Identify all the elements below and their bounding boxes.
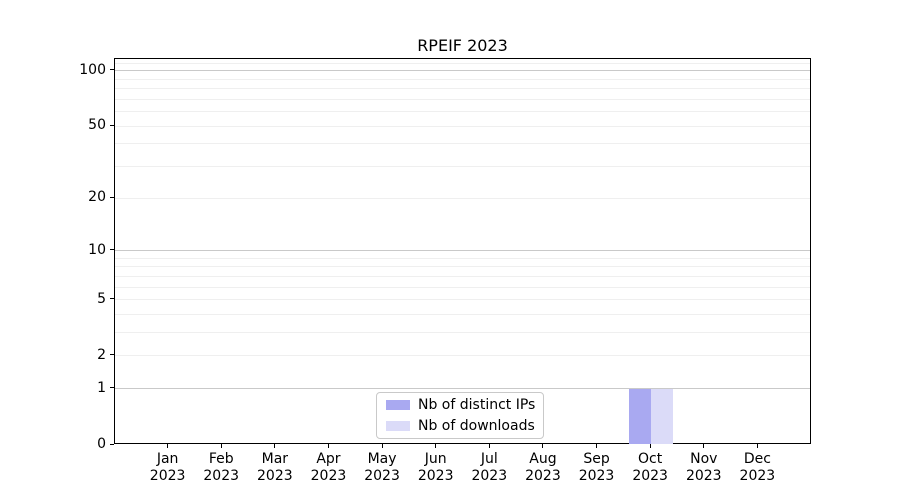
x-tick-year: 2023 [632, 468, 668, 484]
y-tick-label: 0 [97, 436, 106, 452]
y-tick-mark [110, 249, 114, 251]
x-tick-label: Nov 2023 [672, 451, 736, 485]
y-tick-mark [110, 298, 114, 300]
plot-area [114, 58, 811, 444]
x-tick-year: 2023 [685, 468, 722, 484]
x-tick-mark [327, 444, 329, 448]
x-tick-mark [220, 444, 222, 448]
x-tick-label: Jul 2023 [457, 451, 521, 485]
x-tick-label: Mar 2023 [243, 451, 307, 485]
x-tick-label: Jun 2023 [404, 451, 468, 485]
x-tick-mark [167, 444, 169, 448]
major-gridline [115, 70, 810, 72]
x-tick-mark [703, 444, 705, 448]
minor-gridline [115, 286, 810, 288]
minor-gridline [115, 257, 810, 259]
x-tick-month: Oct [638, 451, 663, 467]
x-tick-year: 2023 [578, 468, 615, 484]
x-tick-month: Jan [156, 451, 179, 467]
x-tick-month: Nov [690, 451, 718, 467]
x-tick-year: 2023 [471, 468, 508, 484]
x-tick-mark [649, 444, 651, 448]
y-tick-label: 1 [97, 379, 106, 396]
y-tick-mark [110, 387, 114, 389]
x-tick-mark [756, 444, 758, 448]
x-tick-month: Feb [208, 451, 234, 467]
minor-gridline [115, 197, 810, 199]
x-tick-year: 2023 [525, 468, 561, 484]
minor-gridline [115, 125, 810, 127]
x-tick-year: 2023 [310, 468, 347, 484]
y-tick-mark [110, 124, 114, 126]
x-tick-year: 2023 [257, 468, 293, 484]
x-tick-label: Jan 2023 [136, 451, 200, 485]
x-tick-label: Feb 2023 [189, 451, 253, 485]
y-tick-label: 2 [97, 346, 106, 363]
minor-gridline [115, 355, 810, 357]
minor-gridline [115, 111, 810, 113]
legend-label: Nb of distinct IPs [418, 397, 536, 413]
major-gridline [115, 388, 810, 390]
x-tick-label: Oct 2023 [618, 451, 682, 485]
x-tick-label: May 2023 [350, 451, 414, 485]
y-tick-label: 20 [88, 189, 106, 206]
minor-gridline [115, 88, 810, 90]
x-tick-year: 2023 [364, 468, 400, 484]
x-tick-mark [435, 444, 437, 448]
legend-swatch-icon [386, 400, 410, 410]
minor-gridline [115, 275, 810, 277]
legend-swatch-icon [386, 421, 410, 431]
x-tick-month: Jul [480, 451, 498, 467]
y-tick-label: 100 [79, 61, 106, 78]
y-tick-mark [110, 69, 114, 71]
x-tick-month: May [367, 451, 397, 467]
x-tick-year: 2023 [203, 468, 240, 484]
minor-gridline [115, 143, 810, 145]
x-tick-month: Aug [529, 451, 557, 467]
legend-row: Nb of distinct IPs [386, 396, 543, 414]
minor-gridline [115, 299, 810, 301]
minor-gridline [115, 62, 810, 64]
x-tick-month: Apr [316, 451, 341, 467]
minor-gridline [115, 166, 810, 168]
y-tick-mark [110, 354, 114, 356]
minor-gridline [115, 78, 810, 80]
major-gridline [115, 250, 810, 252]
x-tick-mark [596, 444, 598, 448]
legend-label: Nb of downloads [418, 418, 535, 434]
legend-row: Nb of downloads [386, 417, 543, 435]
y-tick-mark [110, 443, 114, 445]
y-tick-label: 5 [97, 290, 106, 307]
x-tick-year: 2023 [739, 468, 776, 484]
y-tick-label: 10 [88, 241, 106, 258]
minor-gridline [115, 266, 810, 268]
x-tick-mark [381, 444, 383, 448]
minor-gridline [115, 314, 810, 316]
bar-nb-of-distinct-ips [629, 388, 652, 444]
bar-nb-of-downloads [651, 388, 674, 444]
chart-title: RPEIF 2023 [417, 36, 508, 55]
x-tick-mark [274, 444, 276, 448]
y-tick-label: 50 [88, 117, 106, 134]
x-tick-mark [488, 444, 490, 448]
y-tick-mark [110, 196, 114, 198]
x-tick-month: Sep [583, 451, 610, 467]
legend: Nb of distinct IPs Nb of downloads [376, 392, 544, 439]
x-tick-label: Apr 2023 [296, 451, 360, 485]
x-tick-label: Sep 2023 [565, 451, 629, 485]
minor-gridline [115, 98, 810, 100]
x-tick-label: Aug 2023 [511, 451, 575, 485]
x-tick-year: 2023 [149, 468, 186, 484]
minor-gridline [115, 332, 810, 334]
x-tick-mark [542, 444, 544, 448]
x-tick-label: Dec 2023 [725, 451, 789, 485]
x-tick-month: Mar [261, 451, 289, 467]
x-tick-month: Jun [424, 451, 447, 467]
x-tick-year: 2023 [417, 468, 454, 484]
x-tick-month: Dec [743, 451, 771, 467]
